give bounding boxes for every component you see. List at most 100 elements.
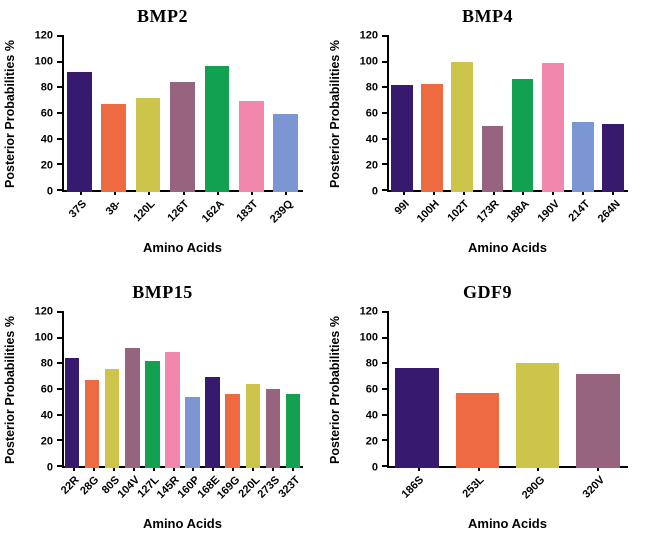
bar-slot [283, 312, 303, 468]
x-axis-label: Amino Acids [468, 516, 547, 531]
x-tick-mark [232, 466, 235, 471]
x-tick-label: 214T [566, 198, 593, 225]
y-tick-label: 40 [365, 409, 378, 422]
y-tick-label: 20 [40, 159, 53, 172]
y-tick-label: 80 [40, 357, 53, 370]
y-tick-mark [382, 388, 389, 390]
bar-183T [238, 101, 264, 192]
x-axis-label: Amino Acids [143, 240, 222, 255]
x-tick-labels: 37S 38- 120L 126T 162A 183T 239Q [62, 194, 303, 236]
chart-title: BMP15 [132, 282, 193, 302]
x-tick-mark [250, 190, 253, 195]
bar-slot [263, 312, 283, 468]
y-tick-mark [57, 465, 64, 467]
x-tick-mark [80, 190, 83, 195]
bar-slot [538, 36, 568, 192]
y-tick-mark [382, 362, 389, 365]
x-tick-labels: 186S 253L 290G 320V [387, 470, 628, 512]
x-tick-label: 186S [399, 474, 427, 501]
y-tick-label: 40 [40, 133, 53, 146]
bar-253L [455, 392, 500, 468]
bar-slot [203, 312, 223, 468]
plot-area [382, 311, 628, 471]
bar-slot [131, 36, 165, 192]
bar-127L [145, 361, 160, 468]
x-tick-mark [114, 190, 117, 195]
y-tick-labels: 0 20 40 60 80 100 120 [360, 30, 628, 197]
x-tick-labels: 99I 100H 102T 173R 188A 190V 214T 264N [387, 194, 628, 236]
y-tick-label: 60 [365, 107, 378, 120]
x-tick-mark [132, 466, 135, 471]
bar-slot [598, 36, 628, 192]
x-tick-label: 273S [255, 474, 283, 501]
bar-186S [395, 367, 439, 468]
x-tick-mark [492, 190, 495, 195]
y-axis-label-text: Posterior Probabilities % [328, 316, 342, 464]
y-tick-label: 20 [365, 435, 378, 448]
y-tick-label: 100 [34, 55, 53, 68]
bar-slot [243, 312, 263, 468]
chart-bmp2: BMP2 Posterior Probabilities % 0 20 40 60 80… [0, 0, 325, 276]
bar-slot [447, 312, 507, 468]
y-tick-mark [57, 388, 64, 390]
y-tick-label: 120 [34, 305, 53, 318]
x-tick-label: 190V [535, 198, 563, 225]
y-tick-mark [57, 112, 64, 114]
y-tick-label: 60 [40, 107, 53, 120]
bar-slot [387, 36, 417, 192]
bar-slot [162, 312, 182, 468]
bar-239Q [273, 114, 299, 192]
bar-22R [64, 357, 80, 468]
y-tick-label: 20 [365, 159, 378, 172]
y-tick-label: 60 [365, 383, 378, 396]
y-tick-mark [57, 86, 64, 89]
bar-slot [142, 312, 162, 468]
bars [62, 312, 303, 468]
x-tick-label: 99I [392, 198, 412, 218]
y-tick-mark [57, 362, 64, 365]
y-axis-label-text: Posterior Probabilities % [3, 316, 17, 464]
x-tick-mark [252, 466, 255, 471]
chart-title: GDF9 [463, 282, 512, 302]
bar-102T [451, 62, 474, 192]
x-tick-mark [292, 466, 295, 471]
bar-120L [135, 98, 161, 192]
x-tick-mark [92, 466, 95, 471]
bar-slot [508, 312, 568, 468]
y-tick-mark [57, 35, 64, 37]
y-tick-mark [382, 336, 389, 339]
bar-160P [185, 396, 200, 468]
x-tick-mark [402, 190, 405, 195]
x-tick-label: 320V [580, 474, 608, 501]
y-tick-labels: 0 20 40 60 80 100 120 [360, 306, 628, 473]
bar-214T [571, 121, 594, 192]
bar-slot [96, 36, 130, 192]
y-tick-mark [382, 465, 389, 467]
y-axis-label-text: Posterior Probabilities % [328, 40, 342, 188]
bar-104V [125, 348, 140, 468]
x-tick-label: 37S [66, 198, 89, 221]
x-tick-label: 120L [131, 198, 158, 225]
y-tick-label: 0 [371, 461, 378, 474]
bar-slot [447, 36, 477, 192]
x-tick-mark [112, 466, 115, 471]
plot-wrap: 0 20 40 60 80 100 120 [35, 30, 303, 197]
x-tick-label: 38- [103, 198, 124, 218]
bar-100H [421, 84, 444, 192]
x-tick-mark [148, 190, 151, 195]
chart-gdf9: GDF9 Posterior Probabilities % 0 20 40 60 80… [325, 276, 650, 552]
bar-slot [477, 36, 507, 192]
bar-188A [511, 78, 534, 192]
y-tick-label: 40 [40, 409, 53, 422]
x-tick-label: 264N [595, 198, 623, 226]
chart-title: BMP4 [462, 6, 513, 26]
y-tick-label: 0 [46, 461, 53, 474]
plot-wrap: 0 20 40 60 80 100 120 [360, 30, 628, 197]
y-tick-label: 0 [46, 185, 53, 198]
x-tick-mark [152, 466, 155, 471]
x-tick-mark [216, 190, 219, 195]
y-tick-mark [382, 35, 389, 37]
x-tick-label: 239Q [267, 198, 296, 226]
bar-slot [387, 312, 447, 468]
x-tick-mark [477, 466, 480, 471]
